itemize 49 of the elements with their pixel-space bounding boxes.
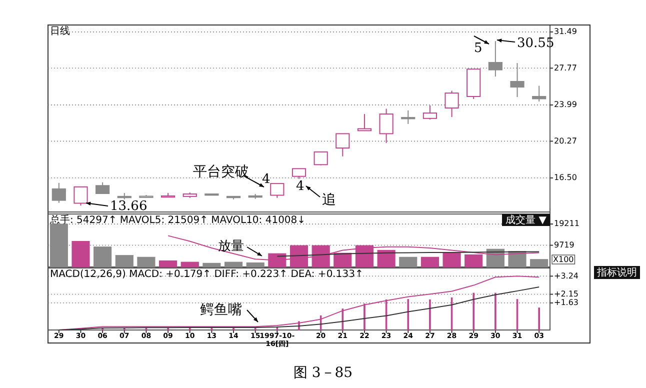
annotation: 鳄鱼嘴 bbox=[200, 302, 242, 318]
text: X100 bbox=[553, 255, 574, 264]
bar bbox=[377, 250, 396, 268]
annotation: 放量 bbox=[218, 239, 244, 254]
bar bbox=[159, 260, 178, 268]
chart-title: 日线 bbox=[50, 25, 70, 37]
bar bbox=[72, 240, 90, 268]
bar bbox=[530, 259, 548, 268]
y-tick-label: 27.77 bbox=[554, 63, 577, 72]
bar bbox=[115, 255, 134, 268]
annotation: 追 bbox=[322, 192, 336, 208]
bar bbox=[420, 256, 439, 268]
candlestick bbox=[379, 108, 394, 144]
y-tick-label: 9719 bbox=[554, 240, 574, 250]
y-tick-label: +1.63 bbox=[554, 298, 579, 308]
y-tick-label: +2.15 bbox=[554, 289, 579, 298]
chart-title: 总手: 54297↑ MAVOL5: 21509↑ MAVOL10: 41008↓ bbox=[49, 214, 306, 226]
annotation: 4 bbox=[296, 179, 304, 194]
annotation: 5 bbox=[474, 41, 482, 56]
annotation: 13.66 bbox=[110, 199, 148, 214]
candlestick bbox=[444, 90, 459, 118]
annotation: 平台突破 bbox=[193, 164, 249, 180]
y-tick-label: 20.27 bbox=[554, 136, 577, 146]
candlestick bbox=[314, 151, 328, 166]
y-tick-label: +3.24 bbox=[554, 271, 579, 280]
candlestick bbox=[532, 85, 546, 102]
bar bbox=[202, 262, 221, 268]
y-tick-label: 31.49 bbox=[554, 27, 577, 36]
annotation: 成交量 ▼ bbox=[506, 214, 547, 226]
candlestick bbox=[270, 183, 284, 198]
candlestick bbox=[336, 133, 350, 157]
annotation: 4 bbox=[262, 172, 270, 187]
bar bbox=[224, 262, 243, 268]
bar bbox=[180, 262, 199, 268]
caption: 图 3－85 bbox=[293, 365, 353, 381]
y-tick-label: 16.50 bbox=[554, 173, 577, 182]
bar bbox=[137, 256, 156, 268]
chart-title: MACD(12,26,9) MACD: +0.179↑ DIFF: +0.223↑ DEA: +0.133↑ bbox=[50, 269, 364, 280]
bar bbox=[246, 262, 264, 268]
candlestick bbox=[292, 168, 306, 180]
candlestick bbox=[96, 182, 110, 194]
bar bbox=[399, 256, 418, 268]
candlestick bbox=[401, 110, 416, 124]
candlestick bbox=[52, 182, 66, 204]
candlestick bbox=[422, 104, 438, 120]
y-tick-label: 23.99 bbox=[554, 100, 577, 110]
y-tick-label: 19211 bbox=[554, 219, 580, 228]
text: 指标说明 bbox=[596, 266, 637, 279]
candlestick bbox=[357, 114, 372, 132]
